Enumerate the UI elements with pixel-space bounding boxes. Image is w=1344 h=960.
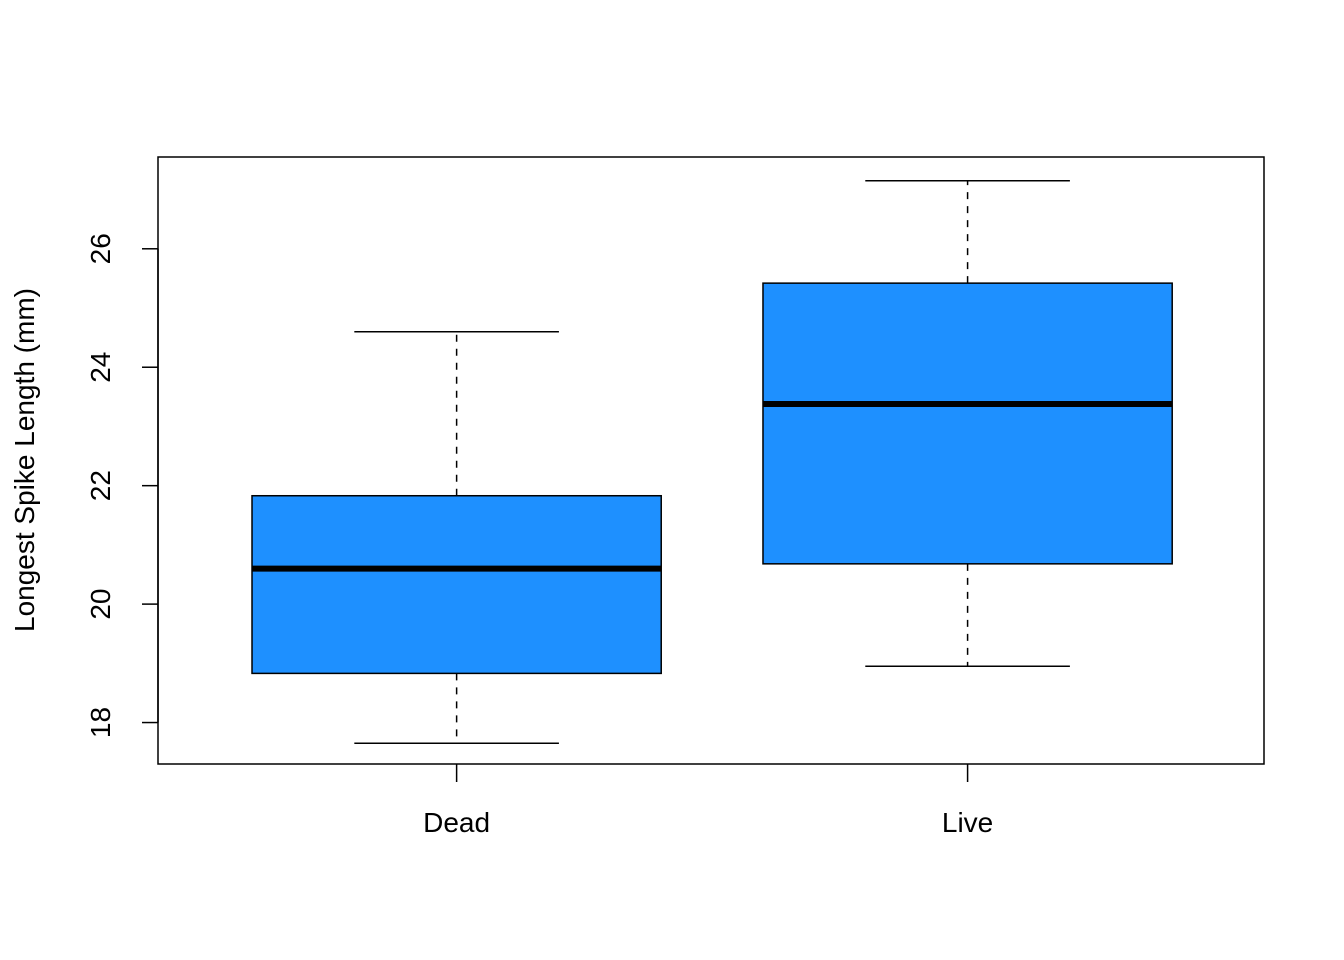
y-tick-label: 22 [85, 470, 116, 501]
box-series [251, 179, 1173, 745]
y-axis-title: Longest Spike Length (mm) [9, 288, 40, 632]
y-tick-label: 26 [85, 233, 116, 264]
interquartile-box [251, 494, 662, 675]
interquartile-box [762, 282, 1173, 565]
y-tick-label: 18 [85, 707, 116, 738]
box-dead [251, 330, 662, 745]
box-live [762, 179, 1173, 668]
x-tick-label: Dead [423, 807, 490, 838]
x-axis: Dead Live [423, 764, 993, 838]
y-axis: 18 20 22 24 26 [85, 233, 159, 738]
y-tick-label: 24 [85, 352, 116, 383]
y-tick-label: 20 [85, 589, 116, 620]
x-tick-label: Live [942, 807, 993, 838]
